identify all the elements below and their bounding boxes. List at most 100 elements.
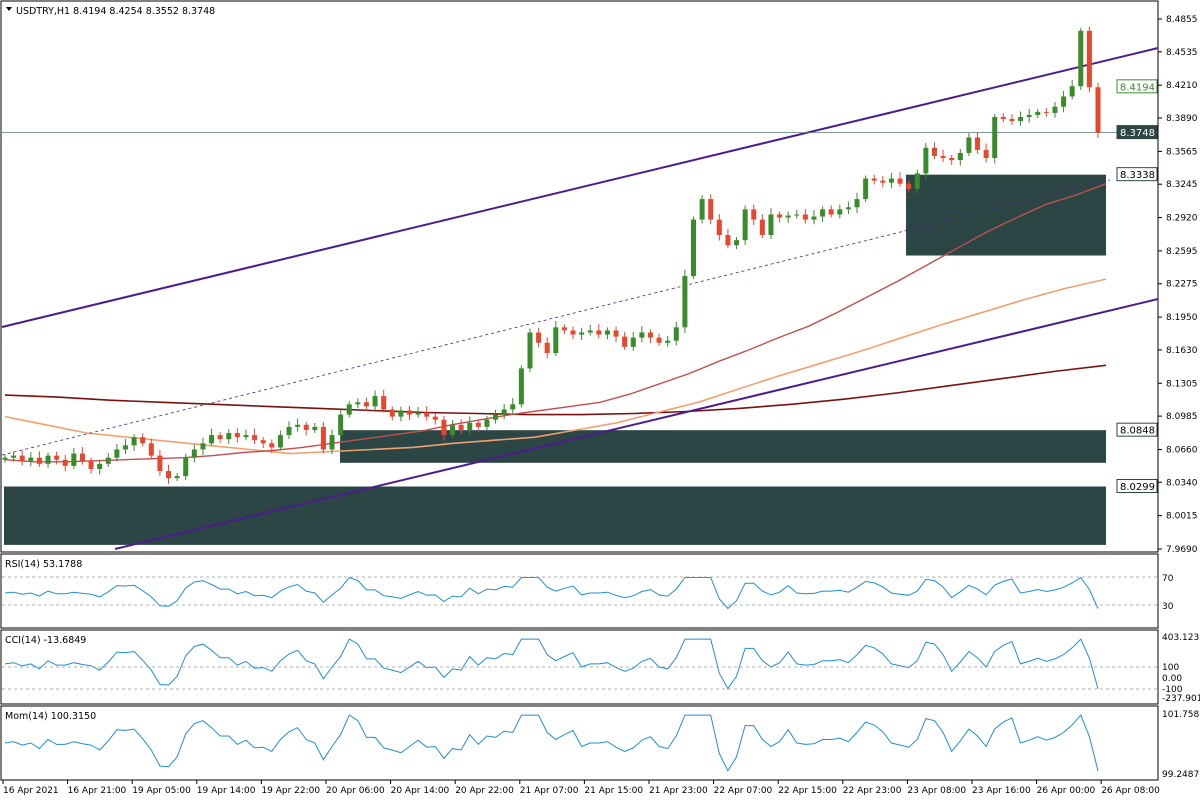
candle-body xyxy=(415,412,421,415)
candle-body xyxy=(759,219,765,236)
price-label: 8.3748 xyxy=(1120,128,1155,139)
candle-body xyxy=(260,440,266,444)
candle-body xyxy=(716,219,722,236)
rsi-level-70: 70 xyxy=(1162,574,1174,584)
candle-body xyxy=(880,180,886,183)
price-tick-label: 8.2595 xyxy=(1166,247,1198,257)
price-tick-label: 8.4210 xyxy=(1166,81,1198,91)
candle-body xyxy=(329,435,335,450)
price-label-box xyxy=(1116,79,1158,94)
price-pane[interactable] xyxy=(0,0,1159,553)
candle-body xyxy=(501,409,507,415)
price-tick-label: 8.4855 xyxy=(1166,15,1198,25)
mom-pane[interactable] xyxy=(0,705,1159,781)
candle-body xyxy=(1095,87,1101,133)
candle-body xyxy=(587,330,593,333)
zone-rect xyxy=(4,486,1106,545)
candle-body xyxy=(725,235,731,246)
candle-body xyxy=(510,404,516,410)
price-tick-label: 8.0985 xyxy=(1166,412,1198,422)
candle-body xyxy=(785,215,791,218)
symbol-title: USDTRY,H1 8.4194 8.4254 8.3552 8.3748 xyxy=(16,6,215,17)
candle-body xyxy=(975,137,981,150)
mom-line xyxy=(4,714,1099,772)
candle-body xyxy=(338,414,344,436)
candle-body xyxy=(811,216,817,220)
price-tick-label: 8.0660 xyxy=(1166,445,1198,455)
rsi-pane[interactable] xyxy=(0,553,1159,629)
dropdown-triangle-icon[interactable] xyxy=(6,7,12,11)
candle-body xyxy=(673,327,679,341)
time-tick-label: 21 Apr 15:00 xyxy=(584,786,643,796)
rsi-title: RSI(14) 53.1788 xyxy=(5,559,82,570)
candle-body xyxy=(277,435,283,448)
candle-body xyxy=(295,424,301,427)
candle-body xyxy=(36,457,42,464)
candle-body xyxy=(854,199,860,208)
candle-body xyxy=(122,445,128,450)
time-tick-label: 22 Apr 07:00 xyxy=(714,786,773,796)
candle-body xyxy=(604,330,610,335)
candle-body xyxy=(28,457,34,461)
candle-body xyxy=(441,419,447,436)
time-tick-label: 26 Apr 08:00 xyxy=(1101,786,1160,796)
candle-body xyxy=(742,209,748,241)
candle-body xyxy=(1026,114,1032,117)
candle-body xyxy=(906,183,912,189)
candle-body xyxy=(493,414,499,420)
candle-body xyxy=(845,207,851,210)
candle-body xyxy=(708,199,714,220)
candle-body xyxy=(1043,111,1049,113)
candle-body xyxy=(1009,119,1015,122)
candle-body xyxy=(424,412,430,417)
time-tick-label: 19 Apr 14:00 xyxy=(197,786,256,796)
candle-body xyxy=(536,332,542,343)
candle-body xyxy=(1035,111,1041,115)
candle-body xyxy=(777,214,783,218)
cci-level-max: 403.1233 xyxy=(1162,633,1200,643)
cci-level-minus100: -100 xyxy=(1162,685,1183,695)
mom-title: Mom(14) 100.3150 xyxy=(5,711,96,722)
candle-body xyxy=(665,340,671,343)
candle-body xyxy=(914,173,920,189)
candle-body xyxy=(656,337,662,343)
zone-rect xyxy=(906,174,1106,256)
candle-body xyxy=(751,209,757,220)
candle-body xyxy=(286,426,292,436)
cci-pane[interactable] xyxy=(0,629,1159,705)
ma-mid-line xyxy=(4,278,1107,455)
cci-level-100: 100 xyxy=(1162,663,1179,673)
cci-line xyxy=(4,638,1099,690)
candle-body xyxy=(303,424,309,430)
mom-level-min: 99.2487 xyxy=(1162,770,1199,780)
candle-body xyxy=(389,409,395,417)
candle-body xyxy=(966,137,972,153)
candle-body xyxy=(11,455,17,458)
candle-body xyxy=(209,435,215,444)
price-tick-label: 8.2920 xyxy=(1166,214,1198,224)
candle-body xyxy=(88,460,94,469)
candle-body xyxy=(71,453,77,466)
upper-channel-line xyxy=(1,47,1159,328)
candle-body xyxy=(97,463,103,469)
time-tick-label: 19 Apr 05:00 xyxy=(132,786,191,796)
candle-body xyxy=(54,455,60,460)
mid-channel-line xyxy=(1,179,1111,456)
candle-body xyxy=(992,116,998,159)
ma-fast-line xyxy=(4,183,1107,463)
candle-body xyxy=(622,336,628,347)
candle-body xyxy=(458,424,464,430)
candle-body xyxy=(691,219,697,277)
candle-body xyxy=(1018,116,1024,122)
candle-body xyxy=(1000,116,1006,120)
ma-slow-line xyxy=(4,364,1107,416)
candle-body xyxy=(768,214,774,236)
candle-body xyxy=(1052,106,1058,113)
candle-body xyxy=(596,330,602,335)
candle-body xyxy=(226,433,232,440)
candle-body xyxy=(579,332,585,335)
candle-body xyxy=(957,152,963,161)
price-tick-label: 8.1950 xyxy=(1166,313,1198,323)
time-tick-label: 19 Apr 22:00 xyxy=(261,786,320,796)
